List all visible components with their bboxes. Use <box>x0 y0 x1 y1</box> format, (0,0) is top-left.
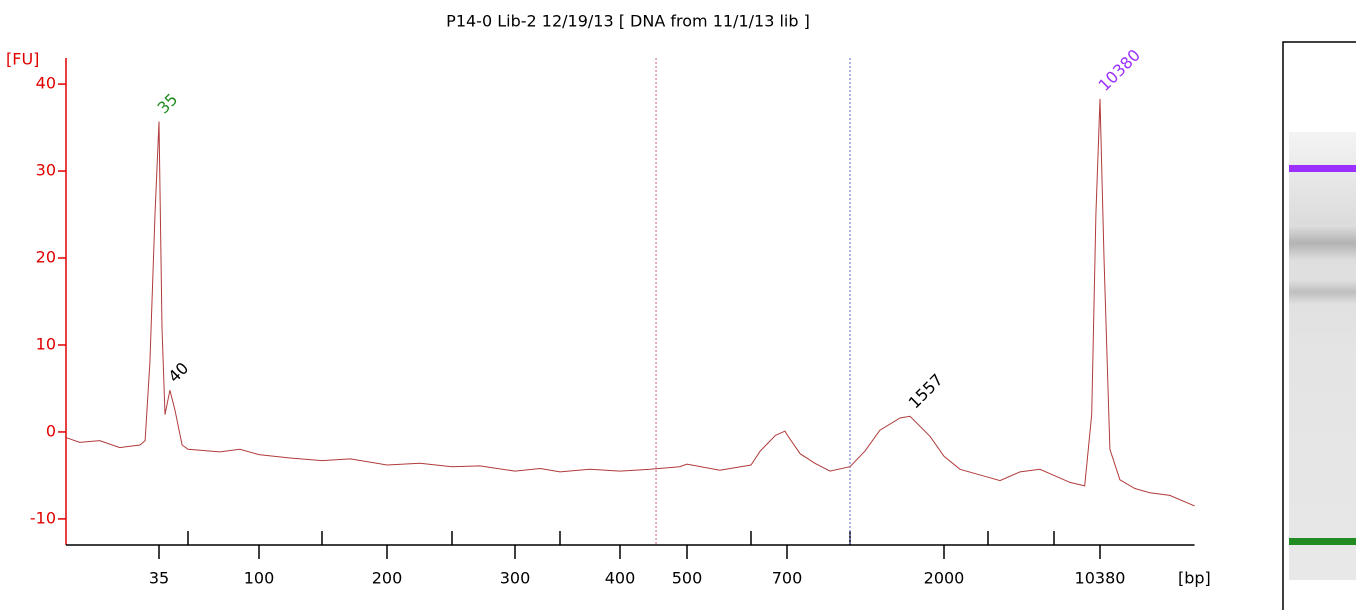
x-tick-label: 500 <box>672 569 703 588</box>
y-tick-label: -10 <box>30 508 56 527</box>
y-tick-label: 0 <box>46 421 56 440</box>
peak-label: 1557 <box>905 370 947 412</box>
x-tick-label: 10380 <box>1075 569 1126 588</box>
x-tick-label: 400 <box>605 569 636 588</box>
peak-label: 10380 <box>1095 45 1144 94</box>
gel-lane <box>1289 132 1356 580</box>
y-tick-label: 30 <box>36 161 56 180</box>
gel-band <box>1289 225 1356 261</box>
x-tick-label: 700 <box>772 569 803 588</box>
x-tick-label: 35 <box>149 569 169 588</box>
trace <box>64 98 1195 507</box>
peak-label: 35 <box>154 90 182 118</box>
y-axis-label: [FU] <box>6 50 39 69</box>
x-tick-label: 300 <box>500 569 531 588</box>
x-tick-label: 200 <box>372 569 403 588</box>
gel-marker-band <box>1289 165 1356 172</box>
x-tick-label: 2000 <box>924 569 965 588</box>
y-tick-label: 40 <box>36 74 56 93</box>
gel-band <box>1289 280 1356 304</box>
x-axis-label: [bp] <box>1178 569 1211 588</box>
y-tick-label: 20 <box>36 248 56 267</box>
gel-marker-band <box>1289 538 1356 545</box>
x-tick-label: 100 <box>244 569 275 588</box>
gel-image <box>1282 41 1356 610</box>
chart-title: P14-0 Lib-2 12/19/13 [ DNA from 11/1/13 … <box>446 12 810 31</box>
peak-label: 40 <box>164 358 192 386</box>
y-tick-label: 10 <box>36 334 56 353</box>
